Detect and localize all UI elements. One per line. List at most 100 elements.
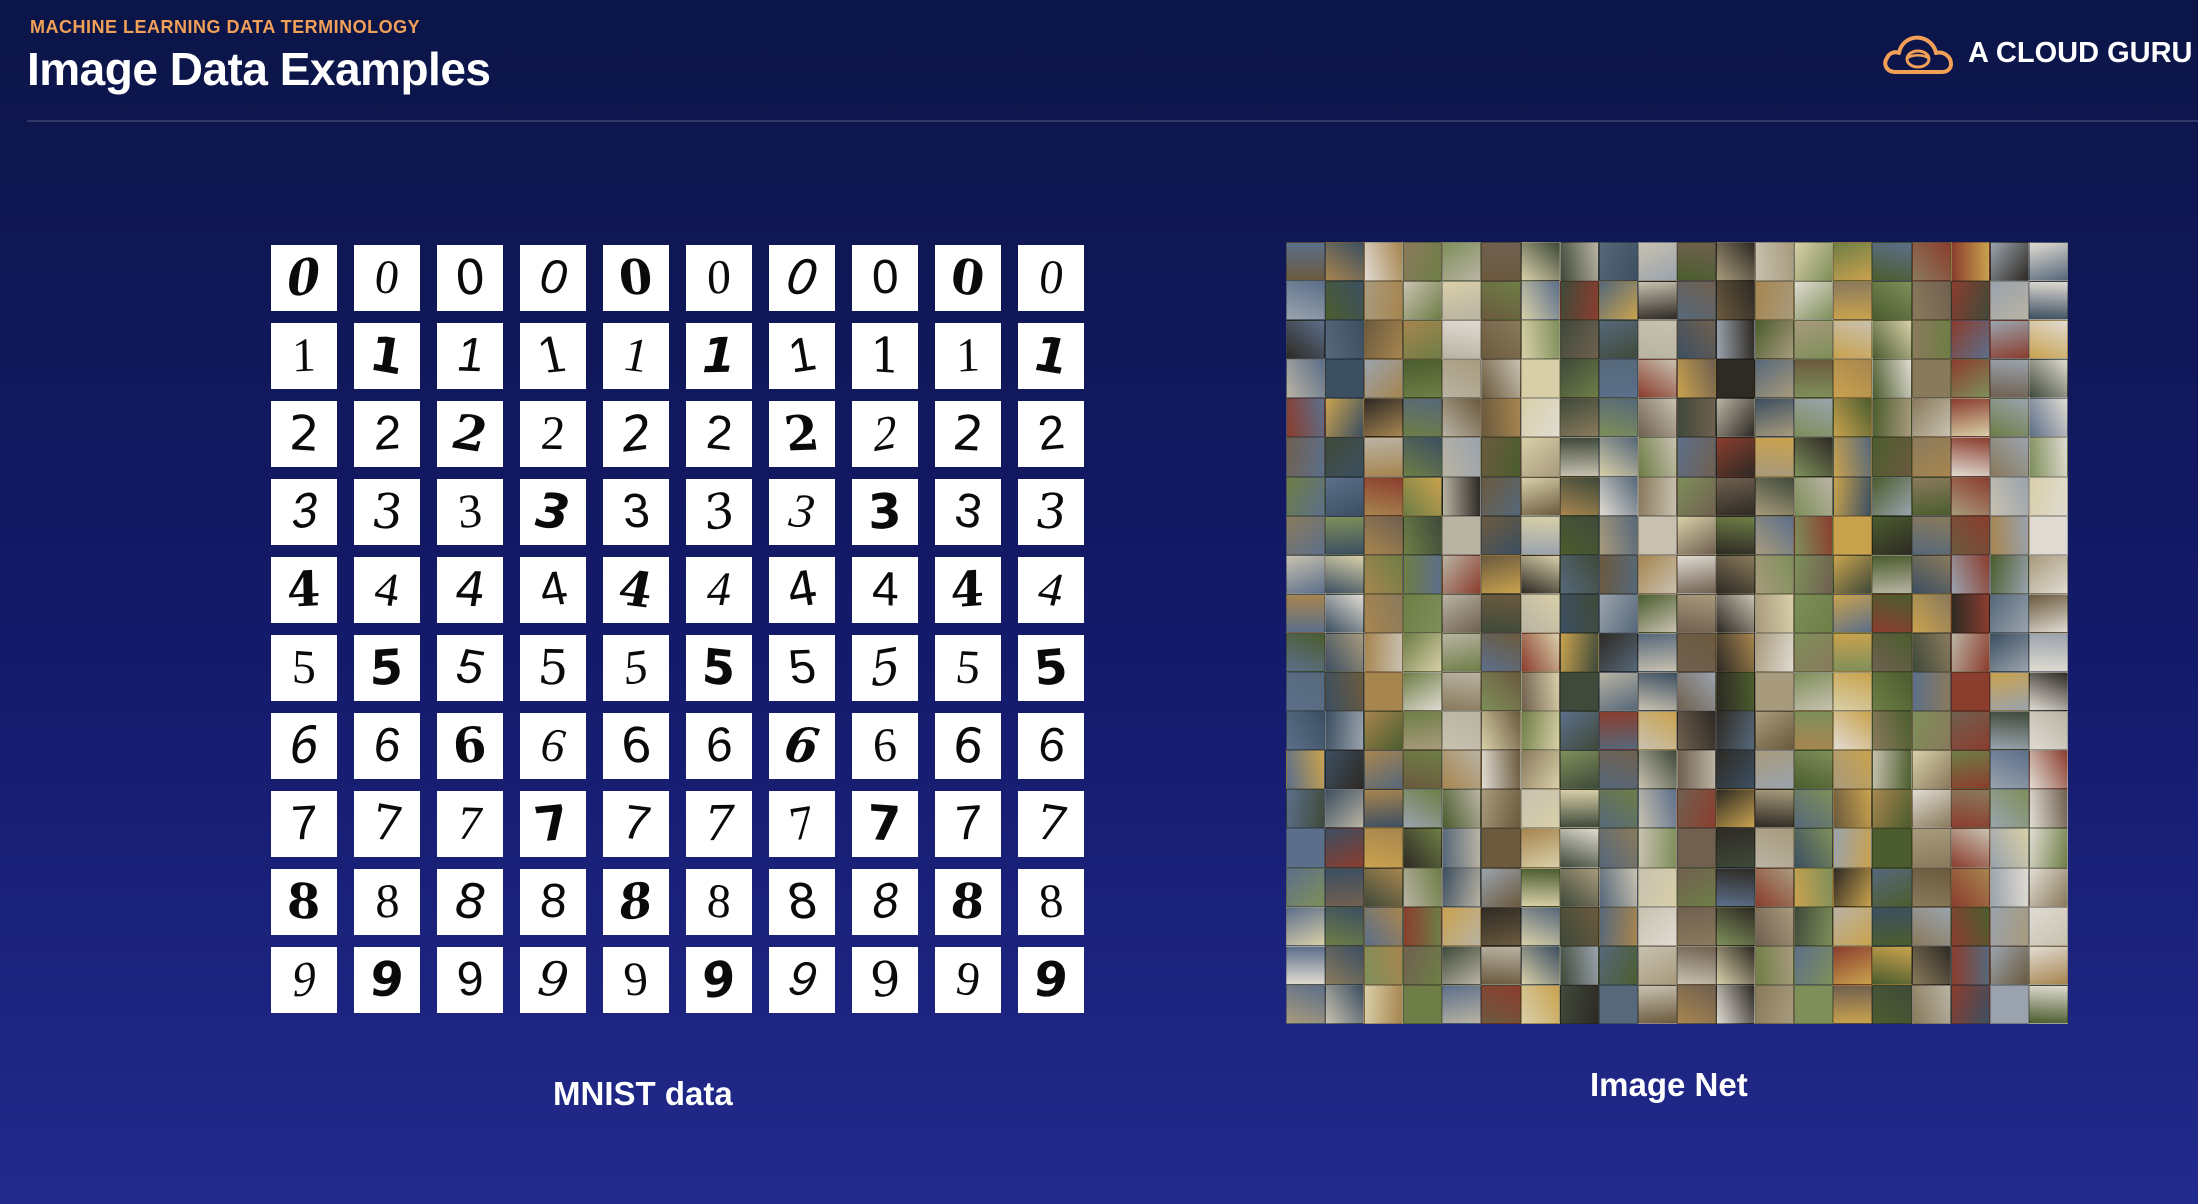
mnist-digit-sample: 8 bbox=[769, 869, 835, 935]
mnist-digit-sample: 4 bbox=[603, 557, 669, 623]
imagenet-thumbnail bbox=[1637, 320, 1677, 360]
mnist-digit-sample: 2 bbox=[437, 401, 503, 467]
imagenet-thumbnail bbox=[1286, 359, 1326, 399]
imagenet-thumbnail bbox=[1559, 515, 1599, 555]
mnist-digit-sample: 2 bbox=[686, 401, 752, 467]
imagenet-thumbnail bbox=[2028, 945, 2068, 985]
imagenet-thumbnail bbox=[1716, 711, 1756, 751]
imagenet-thumbnail bbox=[1794, 984, 1834, 1024]
imagenet-thumbnail bbox=[1794, 672, 1834, 712]
imagenet-thumbnail bbox=[1325, 242, 1365, 282]
imagenet-thumbnail bbox=[2028, 672, 2068, 712]
imagenet-thumbnail bbox=[1637, 984, 1677, 1024]
imagenet-thumbnail bbox=[1794, 398, 1834, 438]
imagenet-thumbnail bbox=[2028, 632, 2068, 673]
imagenet-thumbnail bbox=[1637, 437, 1677, 477]
imagenet-thumbnail bbox=[1364, 476, 1404, 516]
mnist-digit-sample: 7 bbox=[603, 791, 669, 857]
imagenet-thumbnail bbox=[1637, 281, 1677, 321]
imagenet-thumbnail bbox=[1364, 789, 1404, 829]
imagenet-thumbnail bbox=[1794, 789, 1834, 829]
imagenet-thumbnail bbox=[1794, 867, 1834, 907]
imagenet-thumbnail bbox=[1403, 711, 1443, 751]
mnist-digit-sample: 2 bbox=[520, 401, 586, 467]
header-divider bbox=[27, 120, 2198, 122]
mnist-digit-sample: 3 bbox=[520, 479, 586, 545]
imagenet-thumbnail bbox=[1442, 242, 1482, 282]
mnist-digit-sample: 7 bbox=[271, 791, 337, 857]
imagenet-thumbnail bbox=[1833, 906, 1873, 946]
imagenet-caption: Image Net bbox=[1590, 1066, 1748, 1103]
brand-logo: A CLOUD GURU bbox=[1880, 28, 2192, 78]
imagenet-thumbnail bbox=[1676, 906, 1717, 946]
mnist-digit-sample: 8 bbox=[354, 869, 420, 935]
imagenet-thumbnail bbox=[1559, 828, 1599, 868]
imagenet-thumbnail bbox=[1676, 554, 1717, 594]
imagenet-thumbnail bbox=[1950, 593, 1990, 633]
imagenet-thumbnail bbox=[1676, 437, 1717, 477]
imagenet-thumbnail bbox=[1598, 750, 1638, 790]
imagenet-thumbnail bbox=[1911, 476, 1951, 516]
imagenet-thumbnail bbox=[1559, 593, 1599, 633]
imagenet-thumbnail bbox=[1676, 476, 1717, 516]
mnist-digit-sample: 5 bbox=[686, 635, 752, 701]
imagenet-thumbnail bbox=[1520, 945, 1560, 985]
imagenet-thumbnail bbox=[1403, 867, 1443, 907]
mnist-digit-sample: 6 bbox=[520, 713, 586, 779]
imagenet-thumbnail bbox=[1794, 632, 1834, 673]
imagenet-thumbnail bbox=[1911, 593, 1951, 633]
imagenet-thumbnail bbox=[1950, 476, 1990, 516]
imagenet-thumbnail bbox=[1872, 437, 1912, 477]
imagenet-thumbnail bbox=[1755, 711, 1795, 751]
mnist-digit-sample: 3 bbox=[437, 479, 503, 545]
mnist-digit-sample: 5 bbox=[271, 635, 337, 701]
imagenet-thumbnail bbox=[1833, 711, 1873, 751]
mnist-digit-sample: 7 bbox=[852, 791, 918, 857]
imagenet-thumbnail bbox=[1716, 437, 1756, 477]
imagenet-thumbnail bbox=[1364, 867, 1404, 907]
imagenet-thumbnail bbox=[1872, 632, 1912, 673]
imagenet-thumbnail bbox=[1872, 828, 1912, 868]
imagenet-thumbnail bbox=[1598, 711, 1638, 751]
imagenet-thumbnail bbox=[1286, 437, 1326, 477]
imagenet-thumbnail bbox=[1872, 867, 1912, 907]
imagenet-thumbnail bbox=[1364, 945, 1404, 985]
mnist-digit-sample: 3 bbox=[686, 479, 752, 545]
imagenet-thumbnail bbox=[1911, 554, 1951, 594]
imagenet-thumbnail bbox=[1520, 632, 1560, 673]
imagenet-thumbnail bbox=[1403, 476, 1443, 516]
mnist-digit-sample: 9 bbox=[603, 947, 669, 1013]
imagenet-thumbnail bbox=[1676, 945, 1717, 985]
imagenet-thumbnail bbox=[1833, 984, 1873, 1024]
imagenet-thumbnail bbox=[1598, 593, 1638, 633]
imagenet-thumbnail bbox=[1559, 750, 1599, 790]
imagenet-thumbnail bbox=[1364, 398, 1404, 438]
imagenet-thumbnail bbox=[1403, 906, 1443, 946]
imagenet-thumbnail bbox=[1442, 398, 1482, 438]
imagenet-thumbnail bbox=[1598, 945, 1638, 985]
imagenet-thumbnail bbox=[1755, 789, 1795, 829]
imagenet-thumbnail bbox=[1559, 437, 1599, 477]
imagenet-thumbnail bbox=[1716, 281, 1756, 321]
imagenet-thumbnail bbox=[1403, 672, 1443, 712]
imagenet-thumbnail bbox=[1755, 437, 1795, 477]
mnist-digit-sample: 4 bbox=[686, 557, 752, 623]
imagenet-thumbnail bbox=[1989, 906, 2029, 946]
imagenet-thumbnail bbox=[2028, 476, 2068, 516]
imagenet-thumbnail bbox=[1520, 906, 1560, 946]
imagenet-thumbnail bbox=[1989, 593, 2029, 633]
imagenet-thumbnail bbox=[1286, 515, 1326, 555]
imagenet-thumbnail bbox=[2028, 242, 2068, 282]
imagenet-thumbnail bbox=[1442, 515, 1482, 555]
imagenet-thumbnail bbox=[1442, 750, 1482, 790]
imagenet-thumbnail bbox=[1559, 281, 1599, 321]
mnist-digit-sample: 0 bbox=[1018, 245, 1084, 311]
imagenet-thumbnail bbox=[1676, 828, 1717, 868]
imagenet-thumbnail bbox=[1950, 632, 1990, 673]
mnist-digit-sample: 9 bbox=[852, 947, 918, 1013]
imagenet-thumbnail bbox=[1442, 906, 1482, 946]
mnist-digit-sample: 7 bbox=[935, 791, 1001, 857]
imagenet-thumbnail bbox=[1989, 398, 2029, 438]
mnist-digit-sample: 6 bbox=[1018, 713, 1084, 779]
imagenet-thumbnail bbox=[1872, 398, 1912, 438]
